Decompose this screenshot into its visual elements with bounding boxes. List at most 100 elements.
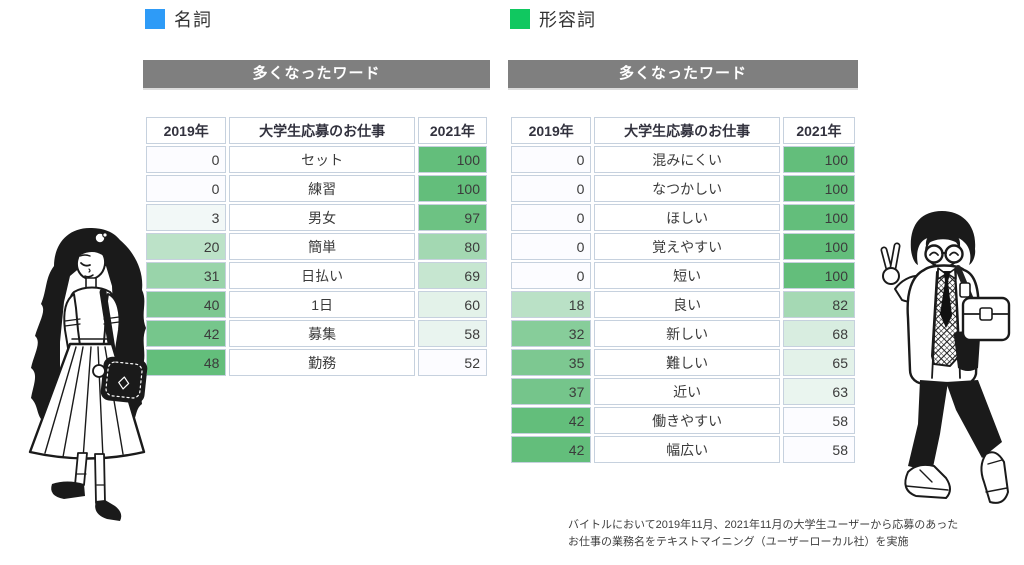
woman-nose [88,268,91,273]
cell-2019: 18 [511,291,592,318]
cell-word: 1日 [229,291,415,318]
cell-2021: 68 [782,320,855,347]
sleeve-stripes [64,316,120,327]
table-row: 0 短い 100 [511,262,855,289]
woman-right-shoe [95,500,122,521]
cell-2021: 60 [417,291,487,318]
woman-hands [92,364,106,378]
legend-noun: 名詞 [145,8,490,30]
cell-word: 男女 [229,204,415,231]
man-tie [940,272,952,328]
cell-word: なつかしい [594,175,780,202]
banner-noun: 多くなったワード [143,60,490,90]
cell-2021: 63 [782,378,855,405]
cell-2021: 80 [417,233,487,260]
table-row: 0 セット 100 [146,146,487,173]
woman-illustration [28,228,148,521]
table-row: 42 募集 58 [146,320,487,347]
cell-word: ほしい [594,204,780,231]
man-shoulder-bag [961,296,1011,342]
cell-2021: 58 [782,407,855,434]
cell-2019: 42 [511,436,592,463]
table-row: 42 幅広い 58 [511,436,855,463]
cell-2021: 100 [417,175,487,202]
table-row: 40 1日 60 [146,291,487,318]
cell-2021: 69 [417,262,487,289]
adjective-panel: 形容詞 多くなったワード 2019年 大学生応募のお仕事 2021年 0 混みにく… [508,8,858,465]
cell-word: 短い [594,262,780,289]
table-row: 3 男女 97 [146,204,487,231]
header-word: 大学生応募のお仕事 [594,117,780,144]
man-glasses-right-lens [944,244,964,264]
woman-right-leg [94,453,106,504]
man-illustration [880,211,1011,504]
woman-eyebrow [79,254,91,257]
cell-word: 簡単 [229,233,415,260]
table-row: 48 勤務 52 [146,349,487,376]
cell-word: 働きやすい [594,407,780,434]
adjective-table: 2019年 大学生応募のお仕事 2021年 0 混みにくい 100 0 なつかしい 100… [508,115,858,465]
table-row: 0 練習 100 [146,175,487,202]
legend-adjective: 形容詞 [510,8,858,30]
header-2019: 2019年 [511,117,592,144]
sock-lines [75,473,106,486]
woman-left-shoe [51,481,85,499]
table-row: 32 新しい 68 [511,320,855,347]
table-row: 31 日払い 69 [146,262,487,289]
strap-buckle [959,282,971,298]
adjective-color-swatch-icon [510,9,530,29]
legend-noun-label: 名詞 [174,10,212,30]
cell-2019: 40 [146,291,227,318]
adjective-table-body: 0 混みにくい 100 0 なつかしい 100 0 ほしい 100 0 覚えやすい 100 0 短い 100… [511,146,855,463]
cell-2019: 20 [146,233,227,260]
banner-adjective: 多くなったワード [508,60,858,90]
cell-2019: 0 [146,146,227,173]
noun-panel: 名詞 多くなったワード 2019年 大学生応募のお仕事 2021年 0 セット 10… [143,8,490,378]
flower-petal [102,232,108,238]
cell-2019: 42 [511,407,592,434]
woman-mouth [84,274,94,278]
cell-2021: 100 [417,146,487,173]
cell-2021: 82 [782,291,855,318]
man-happy-eyes [929,251,959,256]
cell-word: 難しい [594,349,780,376]
table-row: 0 混みにくい 100 [511,146,855,173]
cell-2021: 100 [782,175,855,202]
cell-2021: 65 [782,349,855,376]
cell-2021: 52 [417,349,487,376]
noun-table: 2019年 大学生応募のお仕事 2021年 0 セット 100 0 練習 100 3 男女 97… [143,115,490,378]
cell-2021: 97 [417,204,487,231]
right-shoe-sole [985,459,1008,493]
cell-2021: 100 [782,204,855,231]
peace-sign-hand [880,242,901,285]
woman-closed-eye [80,262,91,267]
cell-2021: 100 [782,233,855,260]
noun-table-head: 2019年 大学生応募のお仕事 2021年 [146,117,487,144]
header-2019: 2019年 [146,117,227,144]
man-right-shoe [980,451,1009,504]
cell-word: 日払い [229,262,415,289]
cell-2019: 0 [511,204,592,231]
noun-table-body: 0 セット 100 0 練習 100 3 男女 97 20 簡単 80 31 日払い 69 40 1日 60 42 募… [146,146,487,376]
adjective-table-head: 2019年 大学生応募のお仕事 2021年 [511,117,855,144]
cell-word: 幅広い [594,436,780,463]
cell-2019: 37 [511,378,592,405]
table-row: 0 なつかしい 100 [511,175,855,202]
source-footnote: バイトルにおいて2019年11月、2021年11月の大学生ユーザーから応募のあっ… [568,517,958,551]
woman-bangs [74,239,109,262]
cell-word: 勤務 [229,349,415,376]
table-row: 35 難しい 65 [511,349,855,376]
cell-2019: 35 [511,349,592,376]
cell-word: 覚えやすい [594,233,780,260]
cell-2019: 32 [511,320,592,347]
cell-2021: 58 [782,436,855,463]
cell-word: 混みにくい [594,146,780,173]
cell-2019: 3 [146,204,227,231]
header-word: 大学生応募のお仕事 [229,117,415,144]
cell-2019: 0 [511,175,592,202]
cell-2019: 42 [146,320,227,347]
cell-2021: 58 [417,320,487,347]
cell-word: 近い [594,378,780,405]
table-row: 20 簡単 80 [146,233,487,260]
